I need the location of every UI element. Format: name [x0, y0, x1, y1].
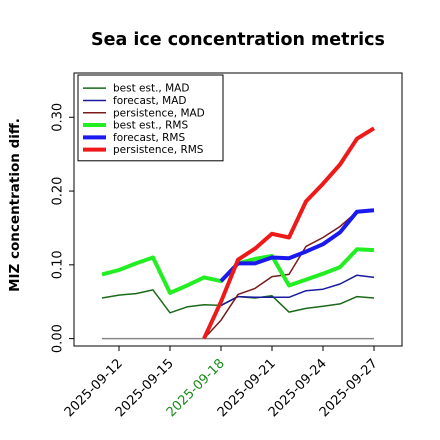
legend-label: persistence, RMS	[113, 144, 204, 156]
y-tick-label: 0.30	[51, 103, 66, 132]
legend-label: forecast, MAD	[113, 95, 186, 107]
y-tick-label: 0.20	[51, 177, 66, 206]
series-line-1	[220, 274, 375, 307]
legend-box	[77, 74, 224, 162]
series-line-5	[202, 126, 376, 340]
y-axis-label: MIZ concentration diff.	[7, 118, 23, 292]
legend-label: best est., RMS	[113, 120, 188, 132]
series-line-0	[101, 289, 375, 314]
series-line-4	[219, 208, 375, 283]
series-line-2	[203, 208, 375, 340]
legend-label: forecast, RMS	[113, 132, 185, 144]
chart-title: Sea ice concentration metrics	[91, 30, 385, 50]
legend-label: persistence, MAD	[113, 107, 205, 119]
y-tick-label: 0.10	[51, 250, 66, 279]
legend-label: best est., MAD	[113, 83, 189, 95]
plot-frame	[73, 72, 403, 347]
y-tick-label: 0.00	[51, 324, 66, 353]
